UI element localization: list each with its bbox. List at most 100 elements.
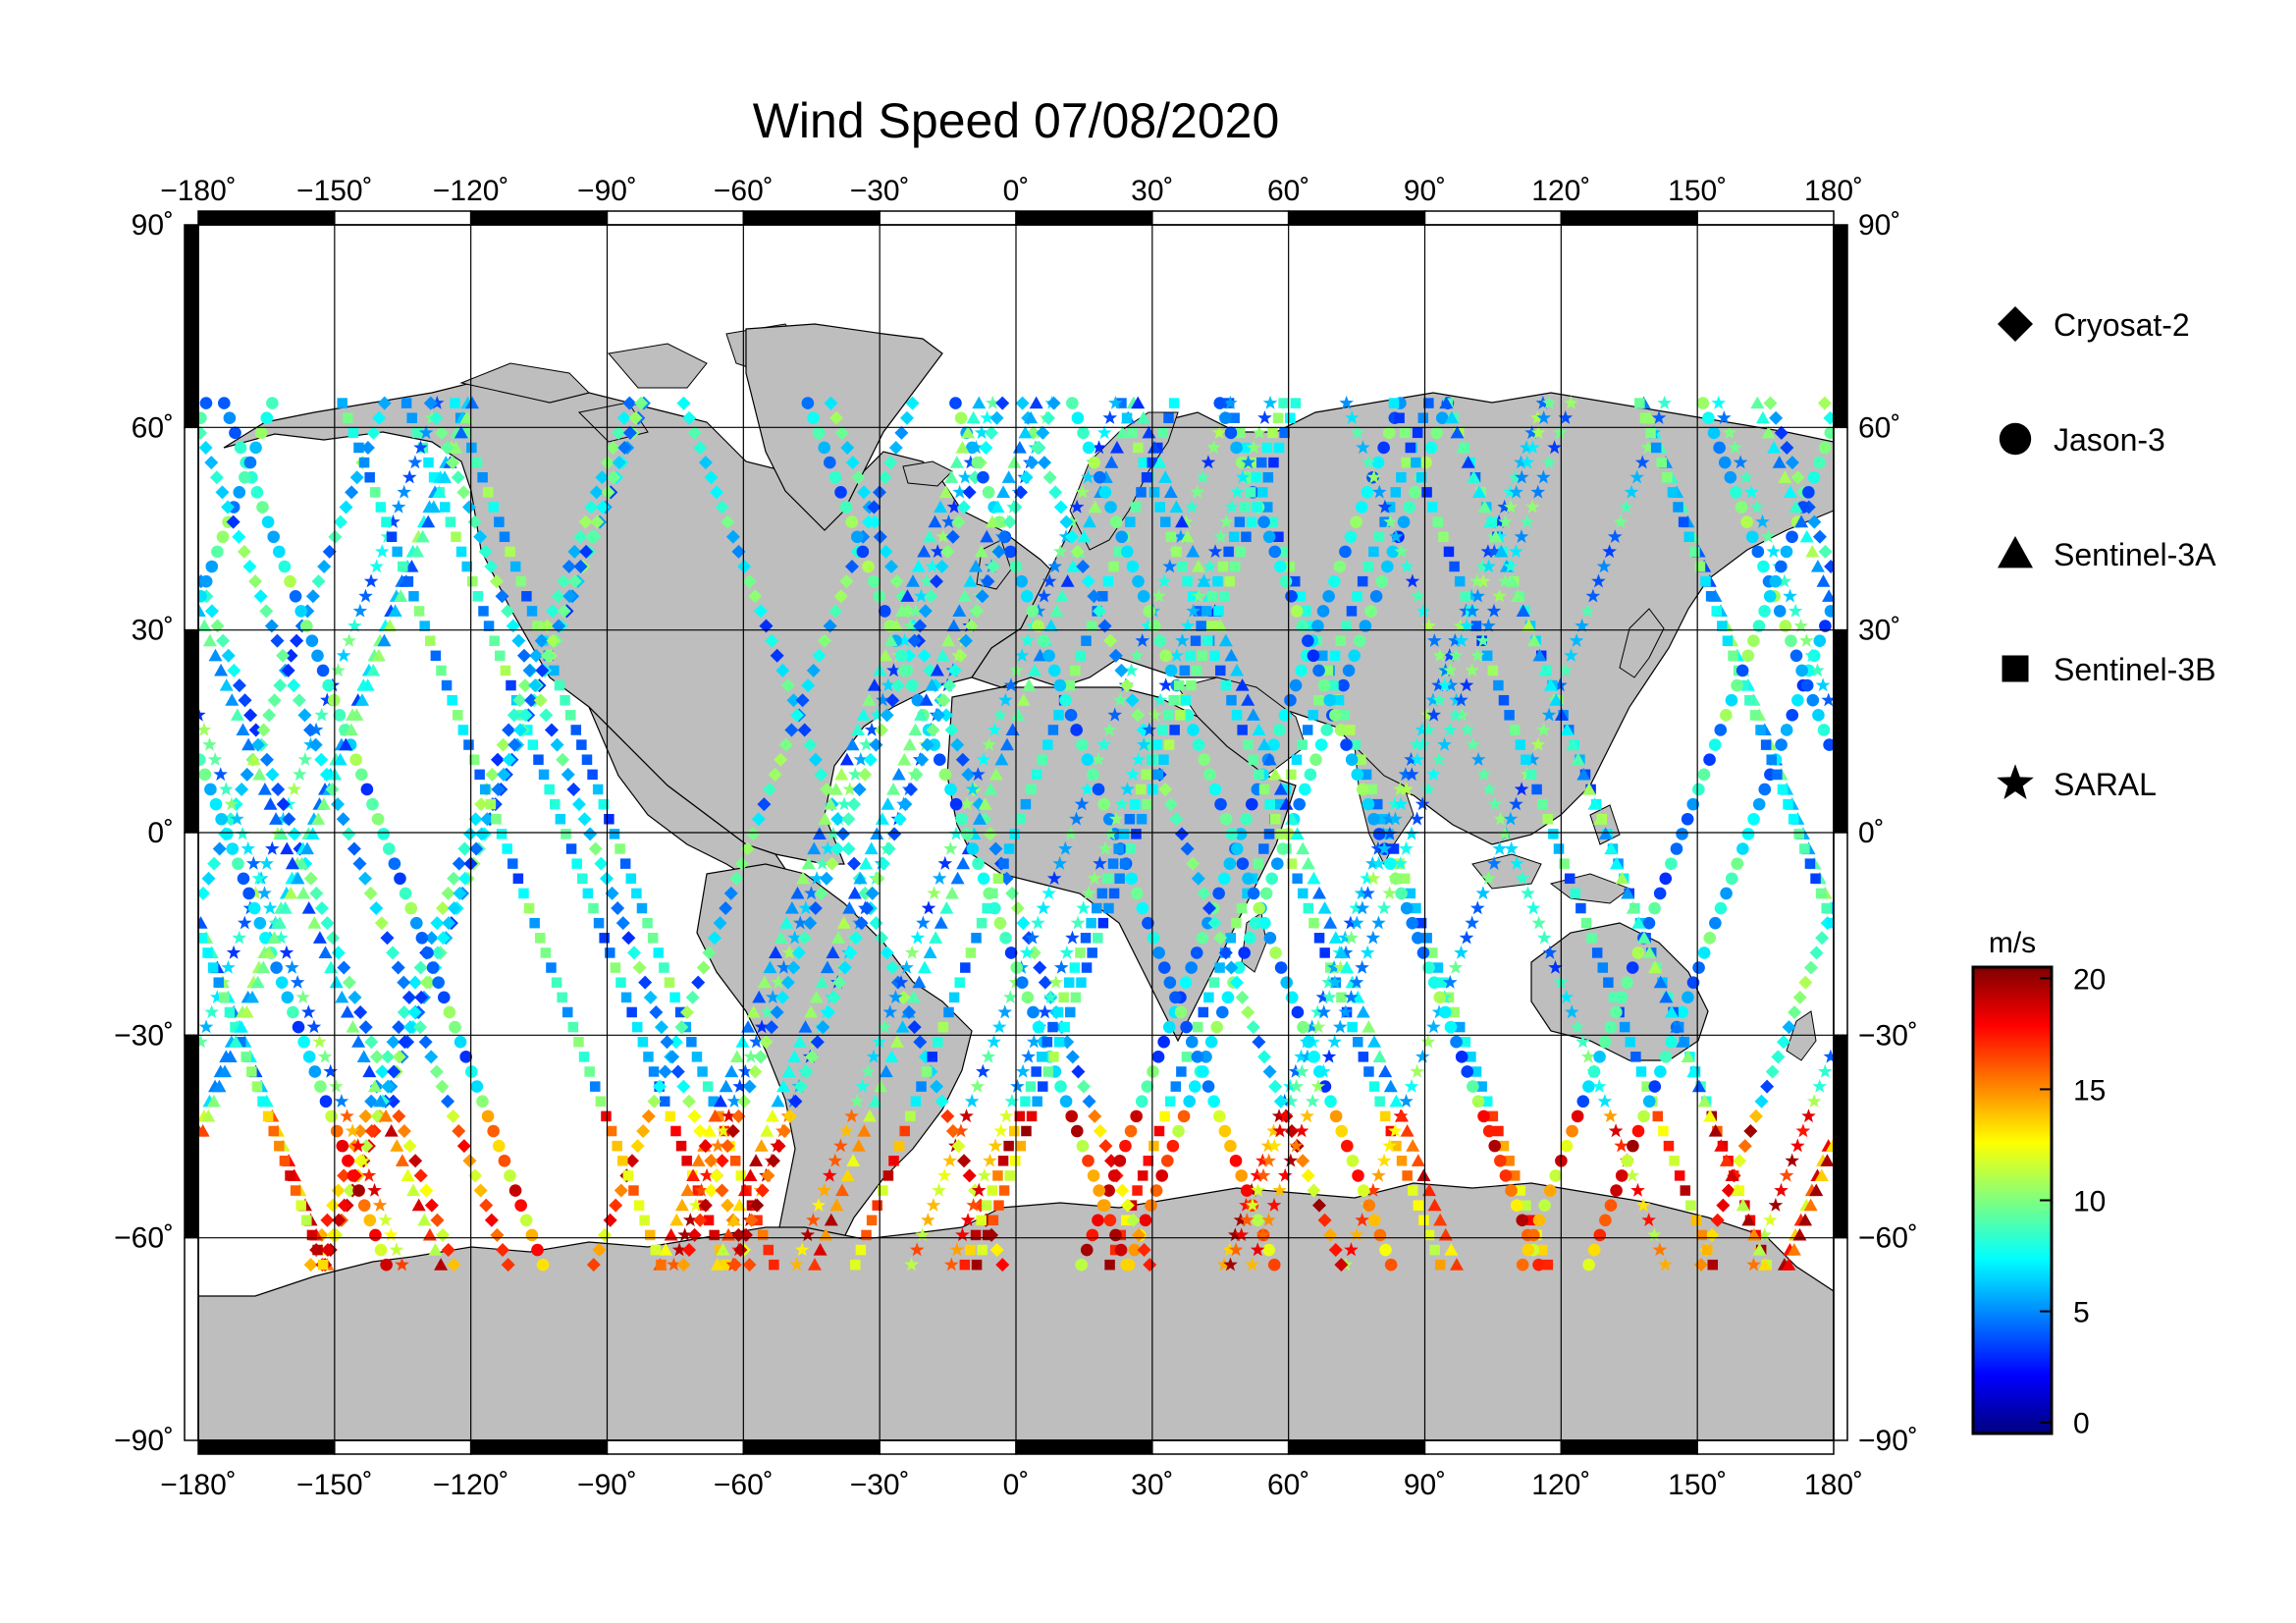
- satellite-track: [801, 397, 1133, 1271]
- triangle-marker-icon: [1998, 536, 2033, 568]
- lon-tick-label: −90˚: [577, 1469, 637, 1501]
- frame-segment-bottom: [1287, 1439, 1426, 1455]
- satellite-tracks: [198, 395, 1834, 1272]
- colorbar-tick-label: 5: [2073, 1297, 2090, 1329]
- frame-segment-top: [334, 210, 472, 226]
- satellite-legend: Cryosat-2 Jason-3 Sentinel-3A Sentinel-3B SA…: [1997, 306, 2216, 802]
- colorbar-ticks: 20 15 10 5 0: [2040, 963, 2106, 1440]
- satellite-track: [198, 398, 1834, 1271]
- southeast-asia: [1471, 804, 1631, 904]
- satellite-track: [586, 396, 920, 1272]
- lat-tick-label: 30˚: [132, 615, 174, 647]
- lon-tick-label: −150˚: [296, 175, 373, 207]
- satellite-track: [198, 396, 1834, 1271]
- satellite-track: [198, 397, 1834, 1271]
- map-title: Wind Speed 07/08/2020: [753, 93, 1280, 148]
- lat-tick-label: −90˚: [1858, 1425, 1918, 1457]
- satellite-track: [1245, 395, 1578, 1271]
- latitude-labels-left: 90˚ 60˚ 30˚ 0˚ −30˚ −60˚ −90˚: [114, 209, 174, 1457]
- iceland: [902, 460, 953, 487]
- frame-segment-bottom: [606, 1439, 745, 1455]
- lon-tick-label: 120˚: [1531, 175, 1590, 207]
- frame-segment-right: [1833, 832, 1848, 1037]
- lat-tick-label: −30˚: [1858, 1019, 1918, 1052]
- lon-tick-label: 60˚: [1267, 1469, 1309, 1501]
- map-border: [197, 224, 1835, 1441]
- lon-tick-label: 180˚: [1804, 175, 1863, 207]
- frame-segment-top: [879, 210, 1017, 226]
- longitude-labels-top: −180˚ −150˚ −120˚ −90˚ −60˚ −30˚ 0˚ 30˚ 60˚ 90˚ 12…: [160, 175, 1863, 207]
- frame-segment-bottom: [1151, 1439, 1290, 1455]
- star-marker-icon: [1997, 764, 2034, 799]
- new-zealand: [1786, 1010, 1817, 1061]
- frame-segment-left: [184, 1236, 199, 1441]
- frame-segment-top: [197, 210, 336, 226]
- lat-tick-label: 90˚: [132, 209, 174, 242]
- frame-segment-left: [184, 1034, 199, 1239]
- frame-segment-top: [1423, 210, 1563, 226]
- lon-tick-label: 90˚: [1404, 175, 1446, 207]
- frame-segment-bottom: [742, 1439, 881, 1455]
- satellite-track: [337, 398, 667, 1271]
- frame-segment-right: [1833, 628, 1848, 834]
- satellite-track: [1213, 397, 1545, 1271]
- frame-segment-top: [1015, 210, 1153, 226]
- frame-segment-left: [184, 426, 199, 631]
- lat-tick-label: −60˚: [1858, 1222, 1918, 1255]
- lat-tick-label: 30˚: [1858, 615, 1900, 647]
- colorbar-tick-label: 10: [2073, 1186, 2106, 1218]
- satellite-track: [959, 398, 1289, 1271]
- satellite-track: [198, 396, 1834, 1272]
- legend-label: Jason-3: [2054, 422, 2165, 458]
- lat-tick-label: 0˚: [1858, 817, 1885, 849]
- lat-tick-label: 60˚: [132, 411, 174, 444]
- colorbar-tick-label: 15: [2073, 1074, 2106, 1107]
- frame-segment-bottom: [334, 1439, 472, 1455]
- frame-segment-right: [1833, 224, 1848, 429]
- frame-segment-top: [1560, 210, 1698, 226]
- frame-segment-top: [469, 210, 609, 226]
- longitude-labels-bottom: −180˚ −150˚ −120˚ −90˚ −60˚ −30˚ 0˚ 30˚ 60˚ 90˚ 12…: [160, 1469, 1863, 1501]
- lon-tick-label: 150˚: [1668, 175, 1727, 207]
- frame-segment-bottom: [1560, 1439, 1698, 1455]
- frame-segment-right: [1833, 426, 1848, 631]
- frame-segment-bottom: [1423, 1439, 1563, 1455]
- satellite-track: [943, 395, 1278, 1271]
- scandinavia: [1069, 411, 1179, 551]
- lon-tick-label: 120˚: [1531, 1469, 1590, 1501]
- lat-tick-label: −60˚: [114, 1222, 174, 1255]
- satellite-track: [198, 396, 1834, 1271]
- satellite-track: [1116, 398, 1446, 1271]
- frame-segment-top: [742, 210, 881, 226]
- satellite-track: [198, 395, 1834, 1271]
- satellite-track: [198, 396, 1834, 1272]
- diamond-marker-icon: [1998, 306, 2033, 342]
- colorbar-tick-label: 20: [2073, 963, 2106, 996]
- satellite-track: [198, 397, 1834, 1271]
- lon-tick-label: 60˚: [1267, 175, 1309, 207]
- frame-segment-right: [1833, 1034, 1848, 1239]
- lat-tick-label: 60˚: [1858, 411, 1900, 444]
- lon-tick-label: 150˚: [1668, 1469, 1727, 1501]
- satellite-track: [727, 396, 1061, 1272]
- frame-segment-bottom: [197, 1439, 336, 1455]
- colorbar-tick-label: 0: [2073, 1408, 2090, 1440]
- lon-tick-label: −120˚: [433, 1469, 509, 1501]
- satellite-track: [1122, 397, 1455, 1271]
- colorbar: m/s 20 15 10 5 0: [1971, 927, 2106, 1440]
- lon-tick-label: 0˚: [1003, 175, 1030, 207]
- frame-segment-top: [1287, 210, 1426, 226]
- satellite-track: [1388, 398, 1719, 1271]
- lon-tick-label: −120˚: [433, 175, 509, 207]
- map-frame: [184, 210, 1848, 1455]
- frame-segment-bottom: [1696, 1439, 1835, 1455]
- lat-tick-label: 0˚: [147, 817, 174, 849]
- lon-tick-label: −90˚: [577, 175, 637, 207]
- frame-segment-left: [184, 832, 199, 1037]
- frame-segment-top: [606, 210, 745, 226]
- satellite-track: [710, 396, 1043, 1271]
- satellite-track: [971, 398, 1302, 1271]
- frame-segment-left: [184, 224, 199, 429]
- satellite-track: [1223, 398, 1554, 1271]
